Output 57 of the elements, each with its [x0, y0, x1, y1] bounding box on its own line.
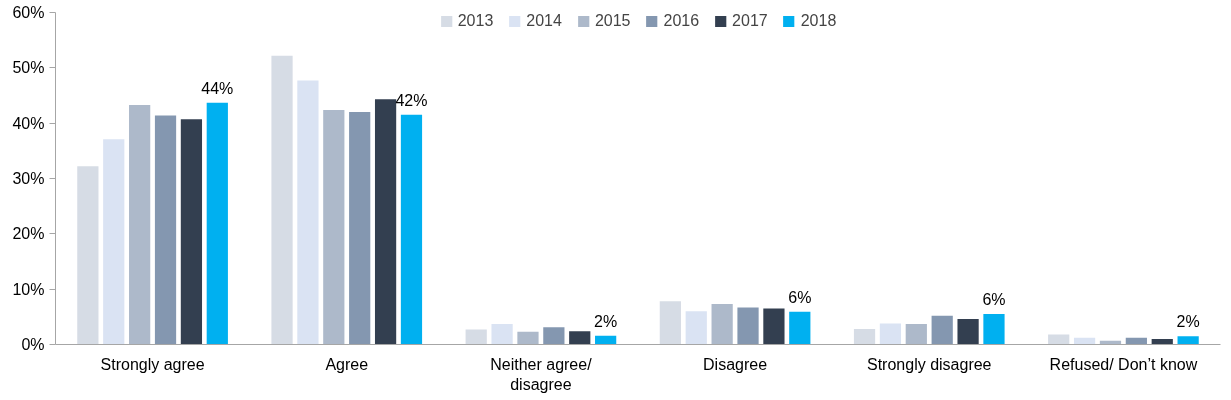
x-tick-label: Refused/ Don’t know: [1049, 355, 1198, 373]
bar: [323, 109, 345, 345]
bar: [659, 301, 681, 345]
bar: [129, 104, 151, 345]
bar: [983, 314, 1005, 345]
bar: [569, 331, 591, 345]
bar: [737, 307, 759, 345]
bar: [517, 331, 539, 345]
x-tick-label: Strongly disagree: [866, 355, 992, 373]
data-label: 2%: [594, 312, 618, 330]
bar: [957, 319, 979, 345]
y-tick-label: 50%: [12, 59, 45, 77]
bar: [905, 324, 927, 345]
data-label: 2%: [1176, 313, 1200, 331]
data-label: 44%: [201, 79, 234, 97]
bar: [1151, 338, 1173, 345]
bar: [103, 139, 125, 345]
data-label: 6%: [982, 291, 1006, 309]
bar: [374, 99, 397, 345]
x-tick-label: Disagree: [703, 355, 768, 373]
bar: [685, 311, 707, 345]
bar: [789, 311, 811, 345]
bar: [879, 323, 902, 345]
bar: [931, 315, 953, 345]
bar: [465, 329, 487, 345]
legend-label: 2015: [594, 12, 631, 30]
bar: [77, 166, 99, 345]
bar: [543, 327, 565, 345]
bar: [711, 304, 733, 345]
bar: [853, 329, 876, 345]
bar: [154, 115, 177, 345]
x-tick-label: Strongly agree: [100, 355, 205, 373]
legend-label: 2018: [800, 12, 837, 30]
bar: [400, 114, 423, 345]
bar: [491, 324, 513, 345]
y-tick-label: 30%: [12, 170, 45, 187]
bar: [1177, 336, 1199, 345]
bar: [180, 119, 203, 345]
legend-label: 2013: [457, 12, 494, 30]
y-tick-label: 40%: [12, 114, 45, 132]
legend-label: 2017: [732, 12, 768, 30]
legend-label: 2016: [663, 12, 700, 30]
bar: [1048, 334, 1070, 345]
y-tick-label: 10%: [12, 280, 45, 298]
bar: [271, 55, 293, 345]
x-tick-label: Neither agree/ disagree: [490, 355, 593, 393]
y-tick-label: 0%: [21, 336, 45, 353]
y-tick-label: 20%: [12, 225, 45, 243]
bar: [763, 308, 785, 345]
x-tick-label: Agree: [325, 355, 369, 373]
data-label: 6%: [788, 288, 812, 306]
bar: [297, 80, 319, 345]
y-tick-label: 60%: [12, 4, 45, 21]
legend-label: 2014: [526, 12, 562, 30]
data-label: 42%: [395, 91, 428, 109]
bar: [206, 102, 228, 345]
bar: [349, 112, 371, 345]
